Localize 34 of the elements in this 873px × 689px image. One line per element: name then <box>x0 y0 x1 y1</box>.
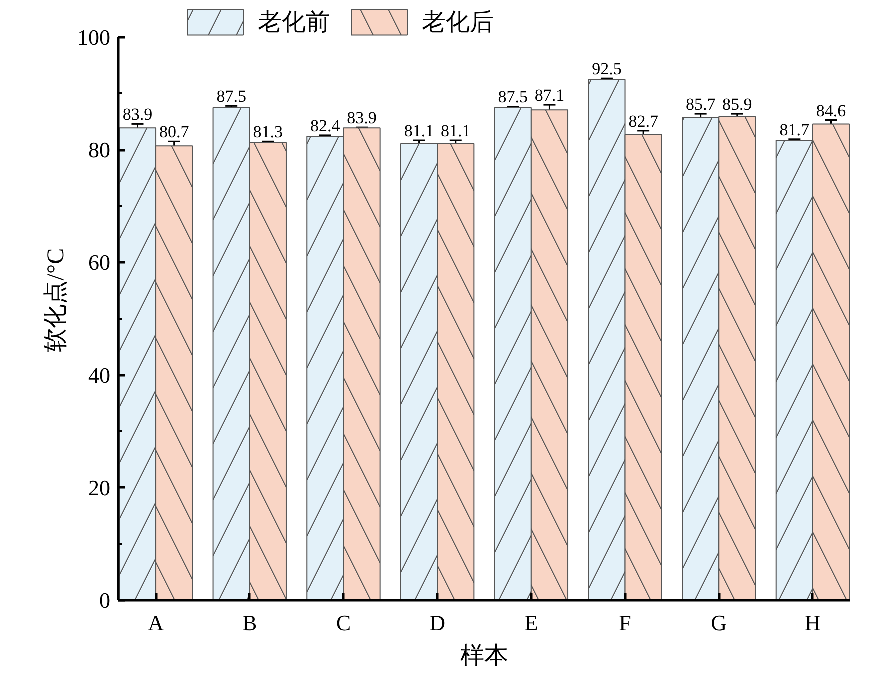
y-tick-label: 0 <box>100 588 110 613</box>
x-tick-label: B <box>242 610 258 636</box>
data-label: 85.9 <box>722 95 752 114</box>
y-tick-label: 60 <box>88 250 110 276</box>
x-tick-label: H <box>805 610 822 636</box>
data-label: 81.1 <box>441 122 471 141</box>
y-tick-label: 100 <box>78 25 110 50</box>
x-tick-label: E <box>524 610 538 636</box>
data-label: 81.7 <box>780 120 810 140</box>
data-label: 82.4 <box>310 116 341 136</box>
x-tick-label: A <box>148 610 164 636</box>
y-tick-label: 40 <box>88 362 110 388</box>
x-tick-label: F <box>619 610 632 636</box>
data-label: 81.1 <box>404 122 434 141</box>
legend-label: 老化后 <box>422 9 494 38</box>
x-axis-title: 样本 <box>460 644 508 670</box>
y-tick-label: 80 <box>88 138 110 163</box>
data-label: 80.7 <box>159 122 190 142</box>
legend-label: 老化前 <box>258 9 330 38</box>
y-axis-title: 软化点/°C <box>44 248 70 353</box>
data-label: 84.6 <box>816 101 846 120</box>
data-label: 83.9 <box>347 108 377 128</box>
data-label: 82.7 <box>628 112 659 131</box>
data-label: 83.9 <box>122 105 153 124</box>
data-label: 87.1 <box>534 86 565 106</box>
x-tick-label: G <box>711 610 728 636</box>
data-label: 92.5 <box>592 60 622 79</box>
data-label: 85.7 <box>686 95 716 114</box>
x-tick-label: D <box>430 610 446 636</box>
y-tick-label: 20 <box>88 475 110 500</box>
data-label: 87.5 <box>216 87 246 106</box>
data-label: 81.3 <box>253 122 284 142</box>
data-label: 87.5 <box>498 88 528 107</box>
x-tick-label: C <box>336 610 352 636</box>
